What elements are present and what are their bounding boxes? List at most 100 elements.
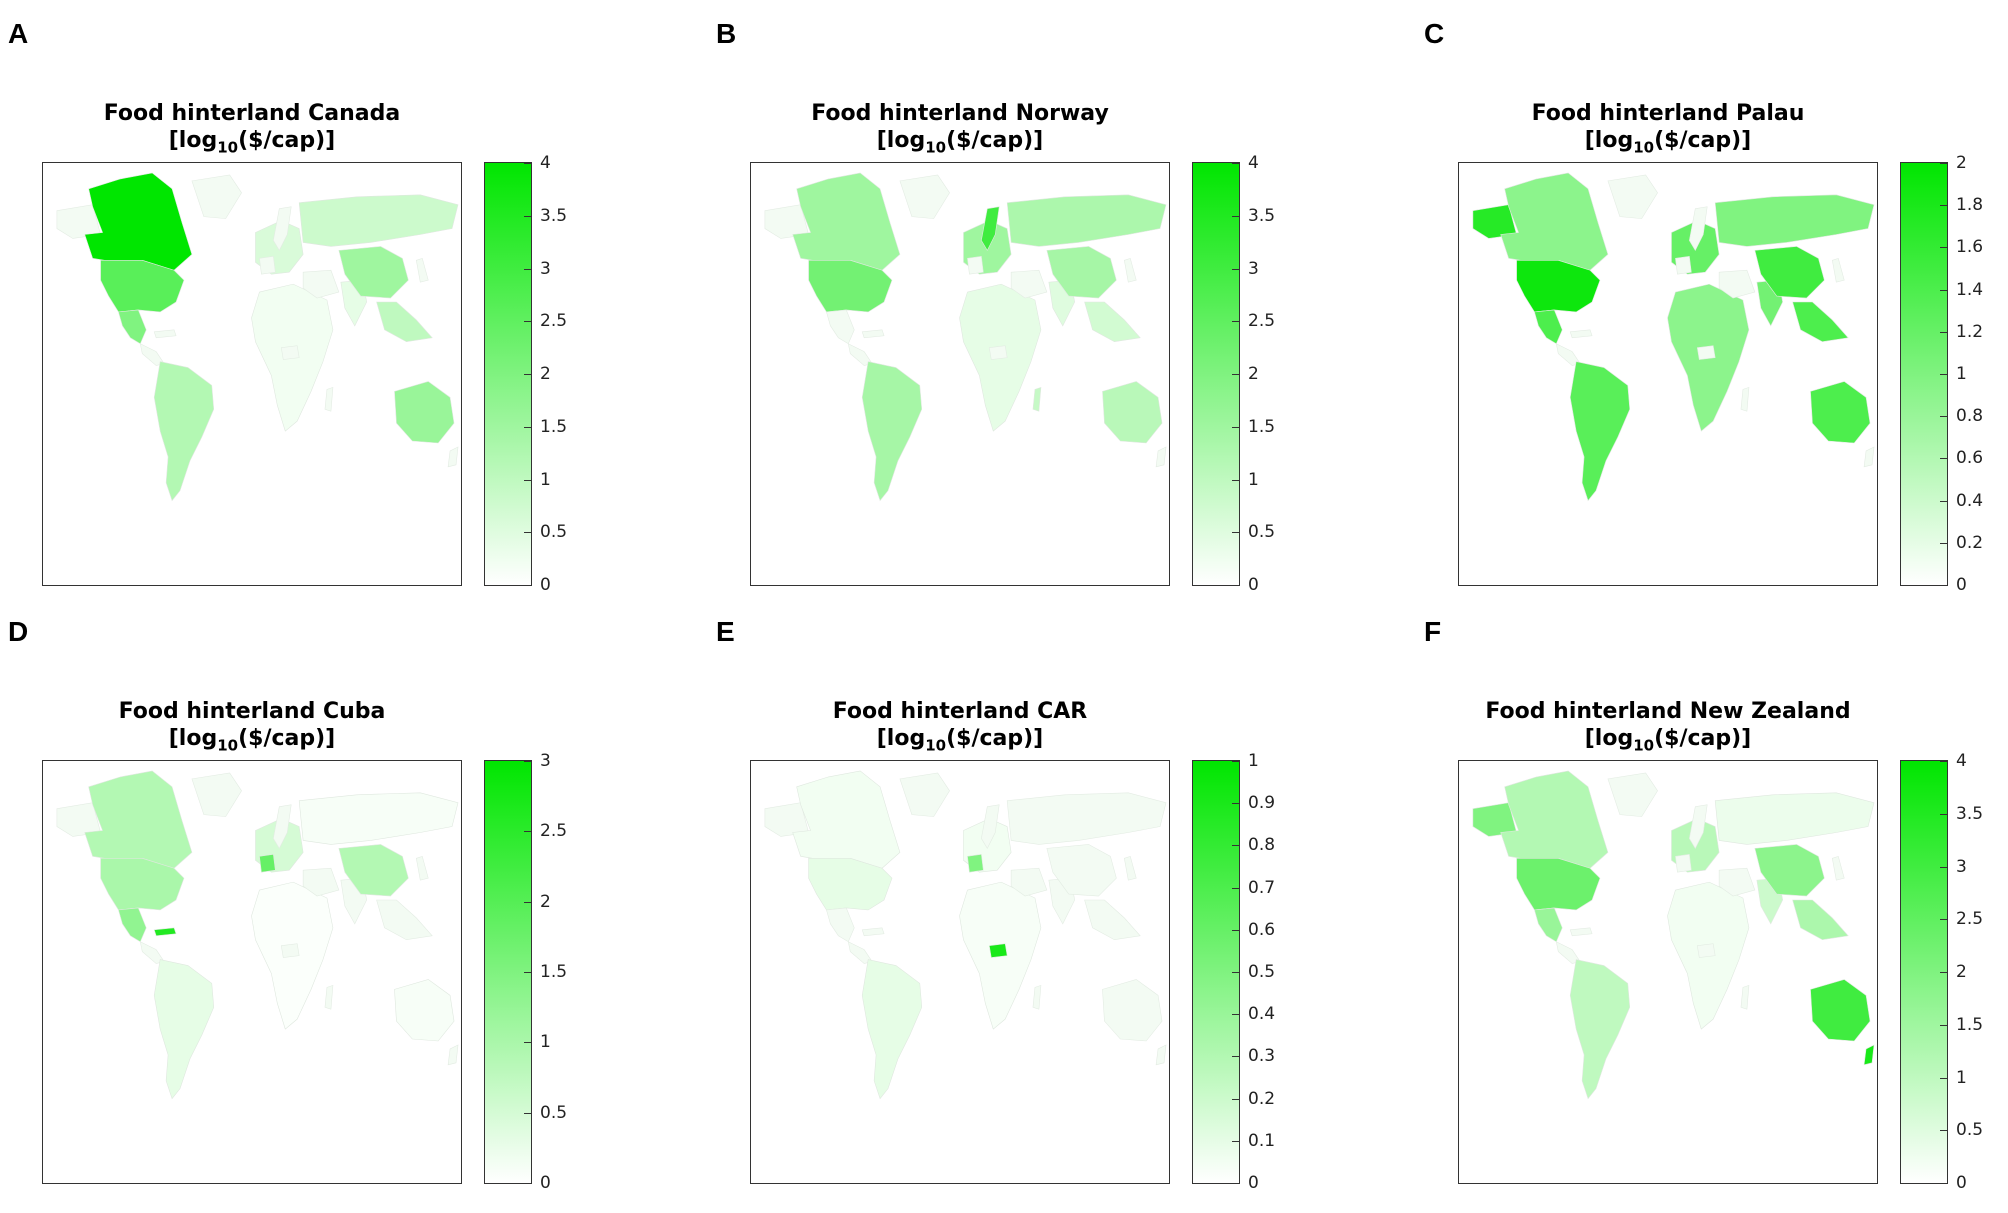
tick-label: 4 bbox=[1248, 153, 1259, 173]
tick-label: 2 bbox=[1248, 364, 1259, 384]
region-southeast-asia bbox=[376, 301, 433, 343]
region-madagascar bbox=[324, 386, 334, 412]
region-japan bbox=[1831, 257, 1845, 283]
region-southeast-asia bbox=[1792, 899, 1849, 941]
unit-label: [log10($/cap)] bbox=[876, 128, 1044, 157]
unit-label: [log10($/cap)] bbox=[1584, 726, 1752, 755]
tick-label: 0.8 bbox=[1956, 406, 1984, 427]
region-france bbox=[259, 854, 276, 873]
region-usa bbox=[808, 260, 893, 313]
region-china bbox=[1754, 844, 1825, 897]
tick-label: 0.5 bbox=[1956, 1120, 1984, 1141]
region-madagascar bbox=[1740, 386, 1750, 412]
region-south-america bbox=[861, 959, 923, 1100]
tick-label: 1 bbox=[1956, 1067, 1967, 1088]
tick-label: 1.4 bbox=[1956, 279, 1984, 300]
tick-label: 1 bbox=[1248, 469, 1259, 490]
region-china bbox=[338, 246, 409, 299]
panel-f: F Food hinterland New Zealand [log10($/cap… bbox=[1424, 598, 2008, 1193]
title-text: Food hinterland New Zealand bbox=[1485, 699, 1851, 724]
region-france bbox=[1675, 256, 1692, 275]
region-france bbox=[1675, 854, 1692, 873]
colorbar-ticks: 0 0.5 1 1.5 2 2.5 3 3.5 4 bbox=[524, 153, 642, 595]
region-japan bbox=[1123, 855, 1137, 881]
region-southeast-asia bbox=[376, 899, 433, 941]
region-cuba bbox=[153, 329, 177, 339]
region-australia bbox=[394, 979, 455, 1042]
tick-label: 0 bbox=[1956, 575, 1967, 595]
region-cuba bbox=[861, 927, 885, 937]
region-usa bbox=[1516, 858, 1601, 911]
world-map bbox=[750, 162, 1170, 586]
tick-label: 0 bbox=[540, 1173, 551, 1193]
region-norway bbox=[273, 804, 292, 850]
panel-a: A Food hinterland Canada [log10($/cap)] 0 0.… bbox=[8, 0, 662, 595]
region-middle-east bbox=[1718, 867, 1756, 897]
region-cuba bbox=[1569, 329, 1593, 339]
region-canada bbox=[792, 172, 901, 271]
tick-label: 3 bbox=[1248, 258, 1259, 279]
tick-label: 1.5 bbox=[540, 416, 568, 437]
tick-label: 2 bbox=[1956, 962, 1967, 982]
region-greenland bbox=[1607, 772, 1658, 817]
region-south-america bbox=[153, 361, 215, 502]
tick-label: 3 bbox=[540, 751, 551, 771]
tick-label: 0.5 bbox=[540, 522, 568, 543]
region-canada bbox=[84, 770, 193, 869]
world-map bbox=[1458, 760, 1878, 1184]
panel-letter: B bbox=[716, 18, 737, 49]
chart-title: Food hinterland Cuba [log10($/cap)] bbox=[42, 698, 462, 759]
region-mexico bbox=[118, 309, 147, 345]
tick-label: 4 bbox=[1956, 751, 1967, 771]
tick-label: 3 bbox=[1956, 856, 1967, 877]
panel-letter: F bbox=[1424, 616, 1442, 647]
tick-label: 1 bbox=[540, 1032, 551, 1053]
chart-title: Food hinterland Norway [log10($/cap)] bbox=[750, 100, 1170, 161]
tick-label: 1 bbox=[540, 469, 551, 490]
tick-label: 2 bbox=[1956, 153, 1967, 173]
region-norway bbox=[1689, 206, 1708, 252]
panel-letter: A bbox=[8, 18, 29, 49]
tick-label: 1.6 bbox=[1956, 237, 1984, 258]
region-greenland bbox=[191, 772, 242, 817]
region-new-zealand bbox=[447, 1044, 459, 1066]
chart-title: Food hinterland Canada [log10($/cap)] bbox=[42, 100, 462, 161]
tick-label: 3 bbox=[540, 258, 551, 279]
unit-label: [log10($/cap)] bbox=[876, 726, 1044, 755]
tick-label: 0.5 bbox=[1248, 962, 1276, 982]
region-russia bbox=[1714, 792, 1875, 845]
tick-label: 1.2 bbox=[1956, 321, 1984, 342]
tick-label: 3.5 bbox=[1956, 803, 1984, 824]
title-text: Food hinterland Cuba bbox=[118, 699, 386, 724]
world-map bbox=[42, 162, 462, 586]
region-australia bbox=[1810, 381, 1871, 444]
region-china bbox=[1046, 246, 1117, 299]
region-southeast-asia bbox=[1084, 301, 1141, 343]
tick-label: 1.5 bbox=[1956, 1014, 1984, 1035]
tick-label: 0.2 bbox=[1248, 1088, 1276, 1109]
tick-label: 2.5 bbox=[540, 311, 568, 332]
panel-b: B Food hinterland Norway [log10($/cap)] 0 0.… bbox=[716, 0, 1370, 595]
tick-label: 0 bbox=[1248, 575, 1259, 595]
region-japan bbox=[415, 855, 429, 881]
colorbar-ticks: 0 0.2 0.4 0.6 0.8 1 1.2 1.4 1.6 1.8 2 bbox=[1940, 153, 2008, 595]
region-china bbox=[1046, 844, 1117, 897]
tick-label: 0 bbox=[1956, 1173, 1967, 1193]
region-australia bbox=[1102, 979, 1163, 1042]
panel-d: D Food hinterland Cuba [log10($/cap)] 0 0.5 1… bbox=[8, 598, 662, 1193]
colorbar-ticks: 0 0.5 1 1.5 2 2.5 3 bbox=[524, 751, 642, 1193]
region-southeast-asia bbox=[1084, 899, 1141, 941]
region-usa bbox=[100, 858, 185, 911]
colorbar-ticks: 0 0.5 1 1.5 2 2.5 3 3.5 4 bbox=[1940, 751, 2008, 1193]
colorbar-ticks: 0 0.5 1 1.5 2 2.5 3 3.5 4 bbox=[1232, 153, 1350, 595]
region-norway bbox=[273, 206, 292, 252]
region-cuba bbox=[861, 329, 885, 339]
region-japan bbox=[415, 257, 429, 283]
region-central-african-republic bbox=[1696, 345, 1716, 360]
region-central-african-republic bbox=[988, 345, 1008, 360]
panel-letter: C bbox=[1424, 18, 1445, 49]
region-usa bbox=[1516, 260, 1601, 313]
tick-label: 2.5 bbox=[540, 821, 568, 842]
tick-label: 1.5 bbox=[540, 962, 568, 982]
region-mexico bbox=[826, 309, 855, 345]
